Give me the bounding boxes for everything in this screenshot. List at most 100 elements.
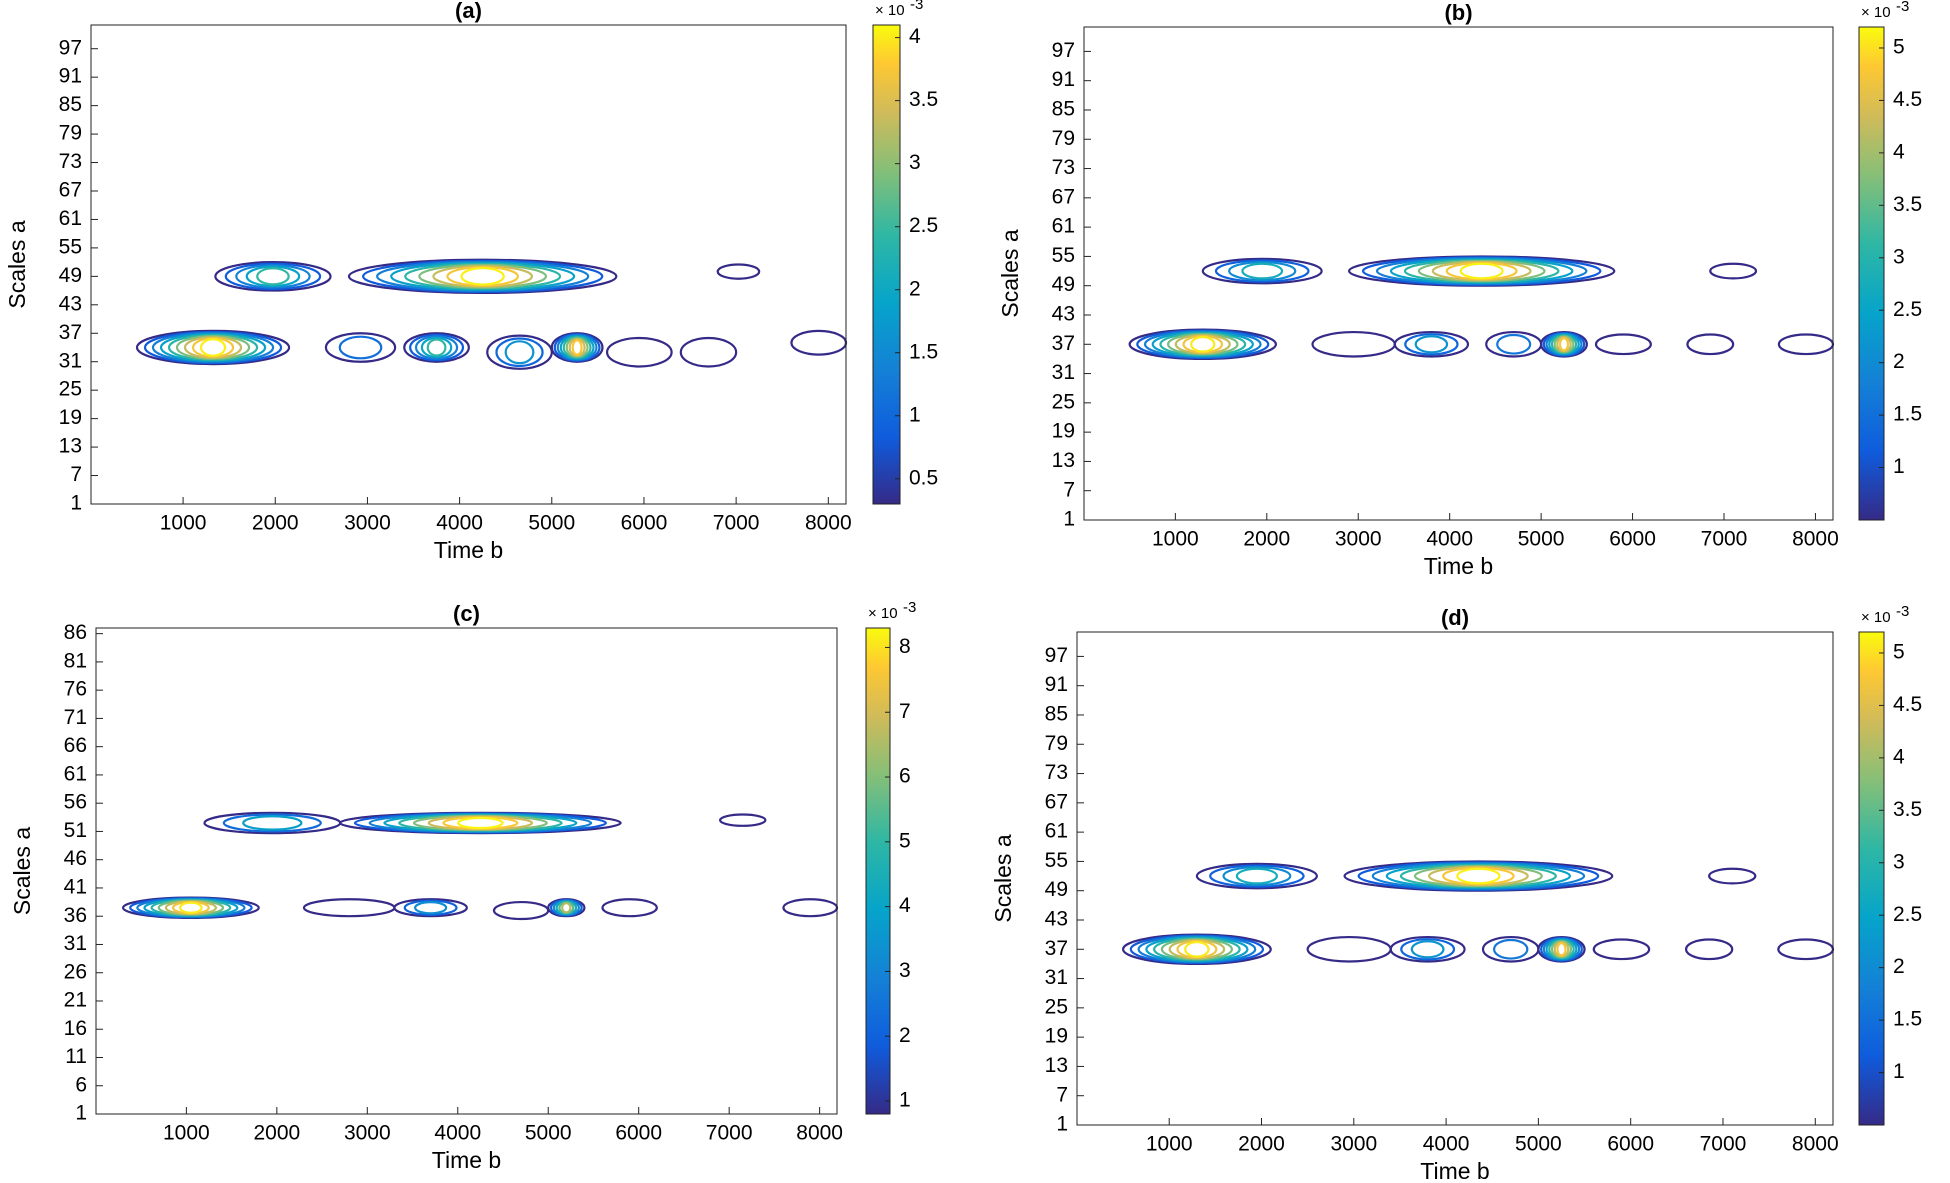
contour-line <box>420 336 453 359</box>
colorbar-tick-label: 7 <box>899 700 911 723</box>
contour-line <box>403 899 458 916</box>
colorbar-tick-label: 5 <box>899 829 911 852</box>
x-tick-label: 4000 <box>1423 1133 1470 1156</box>
y-tick-label: 13 <box>1052 449 1075 472</box>
y-tick-label: 7 <box>70 463 82 486</box>
y-tick-label: 49 <box>1045 878 1068 901</box>
y-tick-label: 61 <box>59 207 82 230</box>
y-tick-label: 43 <box>59 292 82 315</box>
contour-line <box>324 332 397 363</box>
x-tick-label: 6000 <box>621 512 668 535</box>
contour-line <box>1594 333 1652 356</box>
y-tick-label: 71 <box>64 706 87 729</box>
y-tick-label: 79 <box>1052 127 1075 150</box>
y-tick-label: 46 <box>64 847 87 870</box>
contour-line <box>256 267 290 286</box>
y-tick-label: 67 <box>1045 790 1068 813</box>
colorbar-tick-label: 3 <box>1893 245 1905 268</box>
axes-box <box>90 24 847 505</box>
x-tick-label: 5000 <box>525 1122 572 1145</box>
colorbar-tick-label: 2 <box>1893 955 1905 978</box>
colorbar-tick-label: 2 <box>899 1024 911 1047</box>
colorbar-tick-label: 2.5 <box>1893 903 1922 926</box>
contour-line <box>222 813 322 833</box>
contour-blob <box>601 898 658 918</box>
y-tick-label: 67 <box>59 179 82 202</box>
contour-blob <box>716 263 761 280</box>
colorbar-tick-label: 3.5 <box>1893 798 1922 821</box>
axes-box <box>1076 631 1834 1126</box>
y-tick-label: 13 <box>1045 1054 1068 1077</box>
x-tick-label: 4000 <box>434 1122 481 1145</box>
axes-box <box>1083 26 1834 521</box>
contour-blob <box>1708 867 1757 885</box>
y-tick-label: 66 <box>64 734 87 757</box>
x-tick-label: 2000 <box>1243 528 1290 551</box>
y-tick-label: 11 <box>65 1045 87 1068</box>
y-tick-label: 91 <box>1045 673 1068 696</box>
contour-line <box>1592 938 1651 961</box>
contour-line <box>1414 335 1449 354</box>
y-tick-label: 37 <box>1045 937 1068 960</box>
x-tick-label: 5000 <box>528 512 575 535</box>
contour-line <box>1708 867 1757 885</box>
x-tick-label: 1000 <box>1146 1133 1193 1156</box>
contour-blob <box>605 336 673 368</box>
plot-area <box>96 628 837 1114</box>
y-tick-label: 55 <box>1052 244 1075 267</box>
contour-blob <box>1540 330 1588 358</box>
colorbar-tick-label: 1.5 <box>909 340 938 363</box>
colorbar-multiplier: × 10 <box>1861 609 1891 626</box>
x-tick-label: 3000 <box>1330 1133 1377 1156</box>
colorbar-tick-label: 2.5 <box>1893 298 1922 321</box>
y-tick-label: 67 <box>1052 185 1075 208</box>
colorbar-exponent: -3 <box>1896 0 1909 15</box>
contour-line <box>679 336 738 368</box>
contour-line <box>1235 867 1278 885</box>
colorbar-exponent: -3 <box>1896 603 1909 620</box>
x-tick-label: 8000 <box>1792 1133 1839 1156</box>
contour-line <box>1684 938 1734 961</box>
contour-line <box>460 267 505 286</box>
contour-blob <box>1594 333 1652 356</box>
y-tick-label: 31 <box>1052 361 1075 384</box>
y-axis-label: Scales a <box>997 229 1023 317</box>
contour-line <box>1456 867 1501 885</box>
y-tick-label: 31 <box>1045 966 1068 989</box>
contour-line <box>393 898 468 918</box>
x-tick-label: 7000 <box>1701 528 1748 551</box>
y-tick-label: 79 <box>59 122 82 145</box>
y-tick-label: 79 <box>1045 732 1068 755</box>
y-tick-label: 1 <box>70 492 82 515</box>
contour-blob <box>403 332 470 363</box>
y-tick-label: 25 <box>59 378 82 401</box>
x-tick-label: 5000 <box>1518 528 1565 551</box>
y-axis-label: Scales a <box>990 834 1016 922</box>
y-tick-label: 86 <box>64 621 87 644</box>
contour-line <box>1709 262 1758 280</box>
y-tick-label: 91 <box>1052 68 1075 91</box>
colorbar-tick-label: 1 <box>909 403 921 426</box>
colorbar-tick-label: 1 <box>1893 1060 1905 1083</box>
colorbar-multiplier: × 10 <box>1861 4 1891 21</box>
y-tick-label: 61 <box>1052 215 1075 238</box>
contour-blob <box>1343 860 1614 892</box>
colorbar-multiplier: × 10 <box>875 2 905 19</box>
x-tick-label: 1000 <box>163 1122 210 1145</box>
colorbar-tick-label: 4.5 <box>1893 88 1922 111</box>
y-tick-label: 73 <box>1052 156 1075 179</box>
contour-line <box>1222 866 1292 887</box>
y-tick-label: 21 <box>64 989 87 1012</box>
contour-line <box>199 338 227 357</box>
contour-blob <box>214 261 332 292</box>
colorbar-tick-label: 4 <box>1893 745 1905 768</box>
x-tick-label: 6000 <box>615 1122 662 1145</box>
y-tick-label: 97 <box>59 36 82 59</box>
y-tick-label: 7 <box>1063 478 1075 501</box>
colorbar-tick-label: 0.5 <box>909 466 938 489</box>
x-tick-label: 6000 <box>1607 1133 1654 1156</box>
contour-blob <box>1684 938 1734 961</box>
x-axis-label: Time b <box>432 1147 501 1173</box>
chart-title: (d) <box>1441 605 1469 630</box>
